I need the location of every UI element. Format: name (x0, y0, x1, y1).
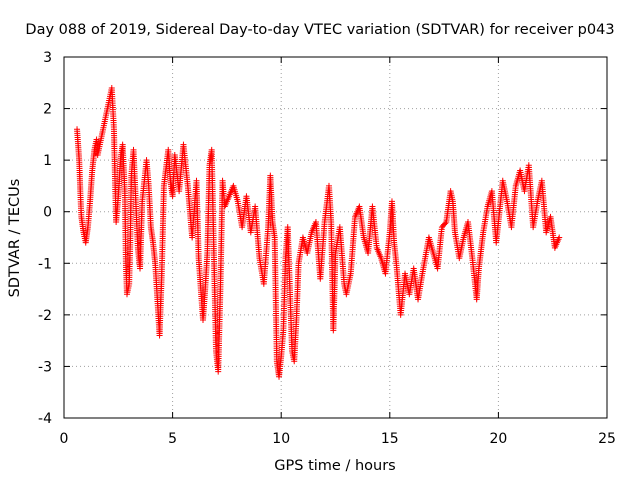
y-tick-label: -4 (38, 411, 52, 427)
data-point (442, 220, 449, 227)
grid-layer (64, 57, 607, 418)
plot-frame (63, 56, 608, 419)
y-tick-label: 2 (43, 102, 52, 118)
x-tick-label: 0 (60, 431, 69, 447)
chart-title: Day 088 of 2019, Sidereal Day-to-day VTE… (25, 22, 614, 38)
x-tick-label: 15 (381, 431, 399, 447)
y-tick-label: 0 (43, 205, 52, 221)
y-tick-label: 3 (43, 50, 52, 66)
y-tick-label: -2 (38, 308, 52, 324)
x-tick-label: 25 (598, 431, 616, 447)
y-axis-label: SDTVAR / TECUs (7, 179, 23, 298)
y-tick-label: -1 (38, 256, 52, 272)
data-point (556, 234, 563, 241)
x-tick-label: 20 (489, 431, 507, 447)
tick-layer: 0 5 10 15 20 25 -4 -3 -2 -1 0 1 2 3 (38, 50, 616, 447)
x-axis-label: GPS time / hours (274, 458, 395, 474)
y-tick-label: 1 (43, 153, 52, 169)
data-points (74, 84, 563, 380)
y-tick-label: -3 (38, 359, 52, 375)
x-tick-label: 5 (168, 431, 177, 447)
x-tick-label: 10 (272, 431, 290, 447)
